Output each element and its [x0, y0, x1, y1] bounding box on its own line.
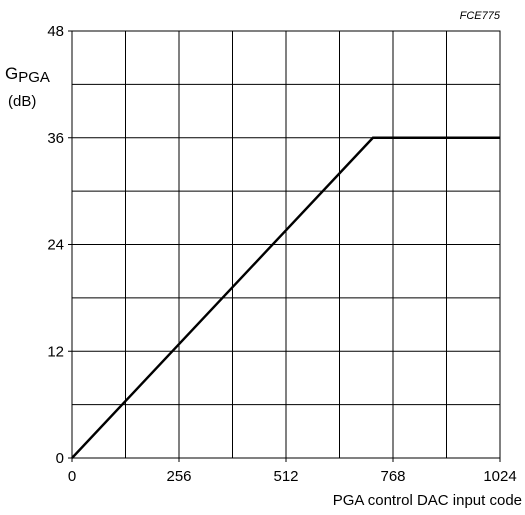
- plot-grid: [71, 30, 501, 459]
- y-tick-label: 12: [47, 343, 64, 360]
- y-axis-unit: (dB): [8, 93, 36, 110]
- series-layer: [71, 136, 501, 459]
- y-axis-ticks: 0 12 24 36 48: [47, 23, 72, 467]
- y-axis-label-main: G: [5, 64, 18, 83]
- figure-code: FCE775: [460, 10, 501, 22]
- y-axis-label-subscript: PGA: [18, 69, 50, 86]
- x-tick-label: 1024: [483, 468, 516, 485]
- x-tick-label: 256: [166, 468, 191, 485]
- y-axis-label: GPGA: [5, 64, 50, 86]
- y-tick-label: 24: [47, 237, 64, 254]
- x-axis-label: PGA control DAC input code: [333, 492, 522, 509]
- x-tick-label: 0: [68, 468, 76, 485]
- x-tick-label: 768: [380, 468, 405, 485]
- x-tick-label: 512: [273, 468, 298, 485]
- x-axis-ticks: 0 256 512 768 1024: [68, 458, 517, 485]
- y-tick-label: 48: [47, 23, 64, 40]
- y-tick-label: 36: [47, 130, 64, 147]
- y-tick-label: 0: [56, 450, 64, 467]
